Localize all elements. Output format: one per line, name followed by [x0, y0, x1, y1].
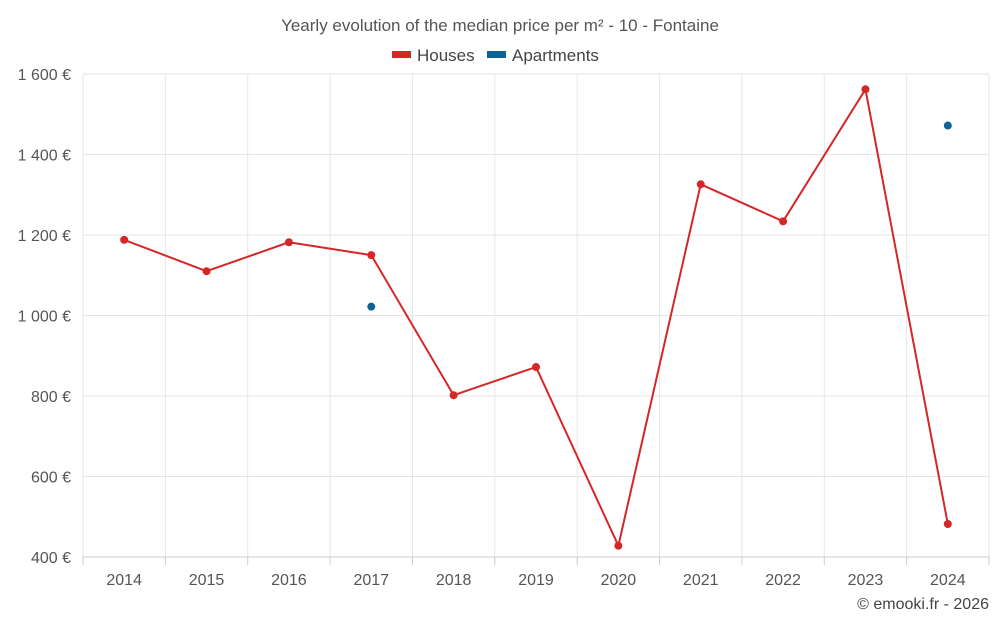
- y-tick-label: 800 €: [31, 389, 71, 406]
- y-tick-label: 1 400 €: [18, 148, 71, 165]
- data-point-houses[interactable]: [284, 238, 293, 247]
- x-tick-label: 2017: [353, 572, 389, 589]
- x-tick-label: 2020: [601, 572, 637, 589]
- data-point-apartments[interactable]: [943, 121, 952, 130]
- x-tick-label: 2018: [436, 572, 472, 589]
- legend-label-apartments[interactable]: Apartments: [512, 46, 599, 65]
- y-tick-label: 1 000 €: [18, 309, 71, 326]
- y-tick-label: 400 €: [31, 550, 71, 567]
- legend-swatch-houses: [392, 51, 411, 58]
- data-point-apartments[interactable]: [367, 302, 376, 311]
- data-point-houses[interactable]: [367, 251, 376, 260]
- data-point-houses[interactable]: [696, 180, 705, 189]
- x-tick-label: 2021: [683, 572, 719, 589]
- legend-swatch-apartments: [487, 51, 506, 58]
- data-point-houses[interactable]: [202, 267, 211, 276]
- y-tick-label: 1 200 €: [18, 228, 71, 245]
- credit-text: © emooki.fr - 2026: [857, 596, 989, 613]
- x-tick-label: 2019: [518, 572, 554, 589]
- x-tick-label: 2014: [106, 572, 142, 589]
- grid: [82, 73, 990, 557]
- chart-title: Yearly evolution of the median price per…: [281, 16, 719, 35]
- data-point-houses[interactable]: [861, 85, 870, 94]
- series: [120, 85, 952, 550]
- data-point-houses[interactable]: [614, 541, 623, 550]
- data-point-houses[interactable]: [779, 217, 788, 226]
- x-tick-label: 2023: [848, 572, 884, 589]
- legend[interactable]: Houses Apartments: [392, 46, 599, 65]
- x-tick-label: 2024: [930, 572, 966, 589]
- data-point-houses[interactable]: [943, 519, 952, 528]
- x-tick-label: 2015: [189, 572, 225, 589]
- data-point-houses[interactable]: [449, 391, 458, 400]
- data-point-houses[interactable]: [532, 363, 540, 372]
- x-tick-label: 2022: [765, 572, 801, 589]
- x-tick-label: 2016: [271, 572, 307, 589]
- y-tick-label: 600 €: [31, 470, 71, 487]
- data-point-houses[interactable]: [120, 235, 129, 244]
- legend-label-houses[interactable]: Houses: [417, 46, 475, 65]
- y-tick-label: 1 600 €: [18, 67, 71, 84]
- axes: 400 € 600 € 800 € 1 000 € 1 200 € 1 400 € 1 60…: [18, 67, 990, 589]
